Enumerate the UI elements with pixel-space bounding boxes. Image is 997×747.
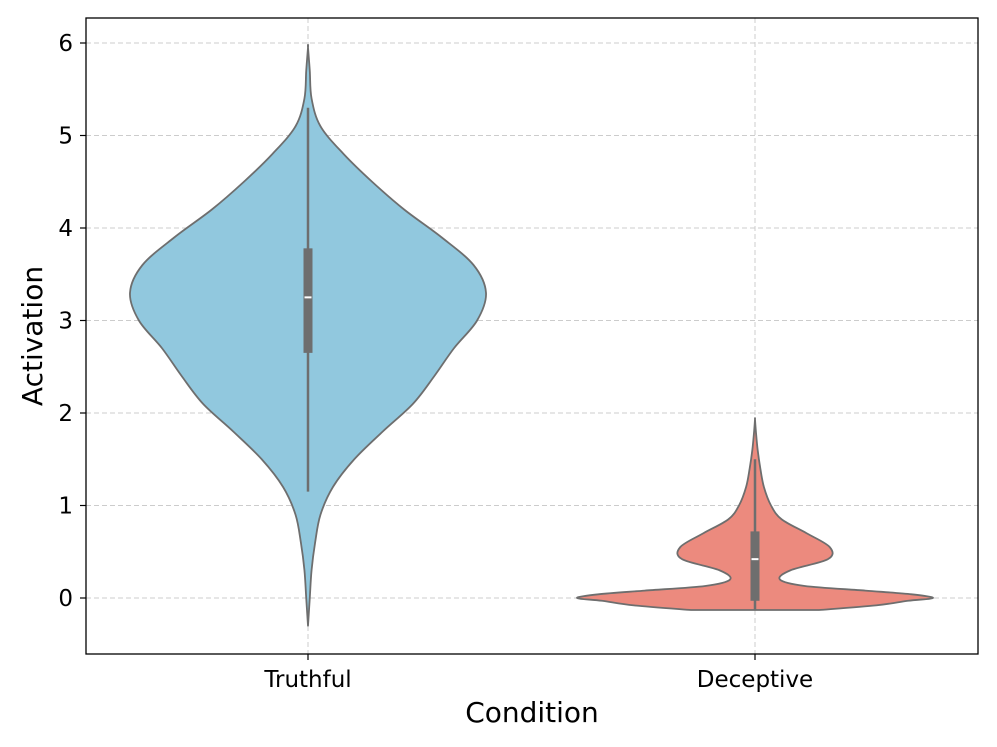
- iqr-box-truthful: [303, 248, 313, 353]
- violin-layer: [129, 43, 934, 627]
- y-axis-title: Activation: [16, 266, 49, 406]
- y-tick-label: 5: [58, 124, 73, 150]
- y-tick-label: 0: [58, 586, 73, 612]
- y-tick-label: 6: [58, 31, 73, 57]
- x-tick-label: Deceptive: [697, 667, 813, 693]
- x-tick-label: Truthful: [263, 667, 351, 693]
- x-axis-title: Condition: [465, 696, 599, 729]
- y-tick-label: 3: [58, 309, 73, 335]
- y-tick-label: 1: [58, 494, 73, 520]
- plot-frame: [85, 17, 979, 655]
- y-tick-label: 2: [58, 401, 73, 427]
- iqr-box-deceptive: [750, 531, 760, 601]
- tick-layer: 0 1 2 3 4 5 6 Truthful Deceptive: [58, 31, 813, 693]
- y-tick-label: 4: [58, 216, 73, 242]
